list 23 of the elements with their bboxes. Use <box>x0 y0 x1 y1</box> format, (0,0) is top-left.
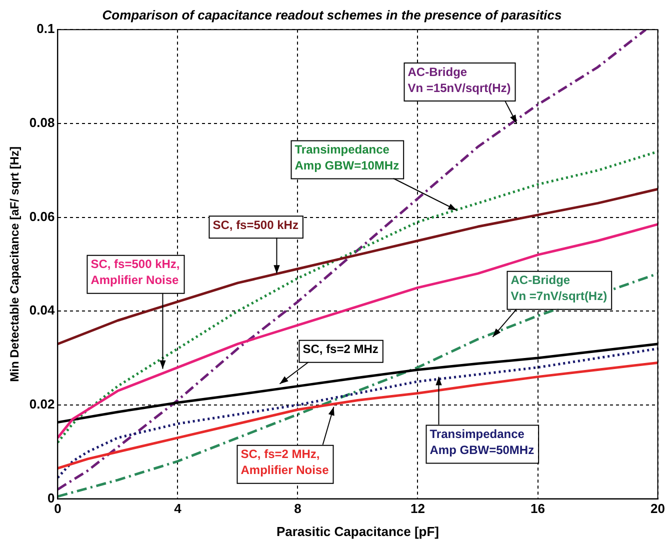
y-tick-label: 0 <box>47 490 55 506</box>
x-tick-label: 4 <box>174 501 182 516</box>
x-tick-label: 20 <box>650 501 666 516</box>
y-tick-label: 0.08 <box>29 115 55 130</box>
annotation: AC-Bridge Vn =7nV/sqrt(Hz) <box>510 273 608 304</box>
annotation: SC, fs=500 kHz <box>212 218 298 232</box>
chart-title: Comparison of capacitance readout schemes in the presence of parasitics <box>102 7 562 22</box>
annotation: SC, fs=2 MHz <box>302 342 378 356</box>
y-tick-label: 0.04 <box>29 302 56 318</box>
annotation: SC, fs=2 MHz, Amplifier Noise <box>240 447 330 478</box>
y-tick-label: 0.02 <box>29 396 55 412</box>
x-tick-label: 16 <box>530 501 545 516</box>
y-axis-title: Min Detectable Capacitance [aF/ sqrt [Hz] <box>8 146 22 382</box>
annotation: AC-Bridge Vn =15nV/sqrt(Hz) <box>408 64 511 95</box>
line-series <box>58 30 648 491</box>
x-tick-label: 12 <box>410 501 425 516</box>
y-tick-label: 0.06 <box>29 208 55 224</box>
annotation: Transimpedance Amp GBW=10MHz <box>294 142 400 173</box>
x-tick-label: 8 <box>294 501 302 516</box>
annotation: SC, fs=500 kHz, Amplifier Noise <box>90 257 180 288</box>
y-tick-label: 0.1 <box>36 21 55 36</box>
annotation: Transimpedance Amp GBW=50MHz <box>430 427 534 458</box>
x-axis-title: Parasitic Capacitance [pF] <box>276 524 440 539</box>
